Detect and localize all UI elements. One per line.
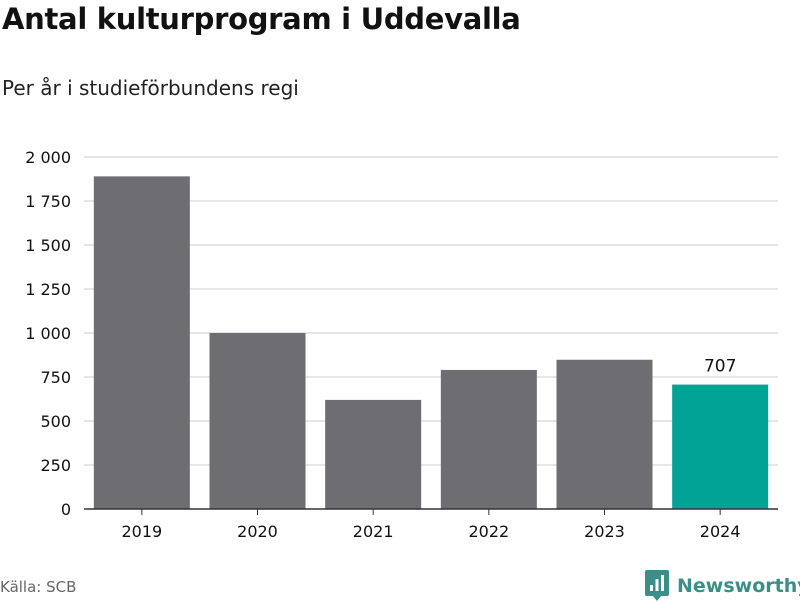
bars [93,176,769,510]
bar-2021 [325,399,422,509]
y-tick-label: 250 [40,456,71,475]
x-tick-label: 2023 [584,522,625,541]
bar-2024 [672,384,769,509]
gridlines [84,156,778,466]
bar-2020 [209,333,306,509]
y-tick-label: 1 750 [25,192,71,211]
data-labels: 707 [704,357,736,377]
y-tick-label: 750 [40,368,71,387]
data-label: 707 [704,357,736,377]
chart-title: Antal kulturprogram i Uddevalla [2,2,521,36]
brand: Newsworthy [644,570,800,602]
y-tick-label: 0 [61,500,71,519]
y-tick-label: 2 000 [25,148,71,167]
x-tick-label: 2024 [700,522,741,541]
chart-subtitle: Per år i studieförbundens regi [2,76,299,100]
source-note: Källa: SCB [0,578,77,596]
x-tick-label: 2019 [121,522,162,541]
y-tick-label: 1 500 [25,236,71,255]
x-tick-label: 2022 [468,522,509,541]
x-tick-label: 2021 [353,522,394,541]
x-axis-ticks: 2019 2020 2021 2022 2023 2024 [121,509,741,541]
y-axis-ticks: 0 250 500 750 1 000 1 250 1 500 1 750 2 000 [25,148,71,519]
y-tick-label: 1 250 [25,280,71,299]
brand-name: Newsworthy [677,575,800,597]
newsworthy-logo-icon [645,570,669,601]
bar-2019 [93,176,190,510]
y-tick-label: 1 000 [25,324,71,343]
bar-2022 [440,369,537,509]
x-tick-label: 2020 [237,522,278,541]
y-tick-label: 500 [40,412,71,431]
bar-2023 [556,359,653,509]
